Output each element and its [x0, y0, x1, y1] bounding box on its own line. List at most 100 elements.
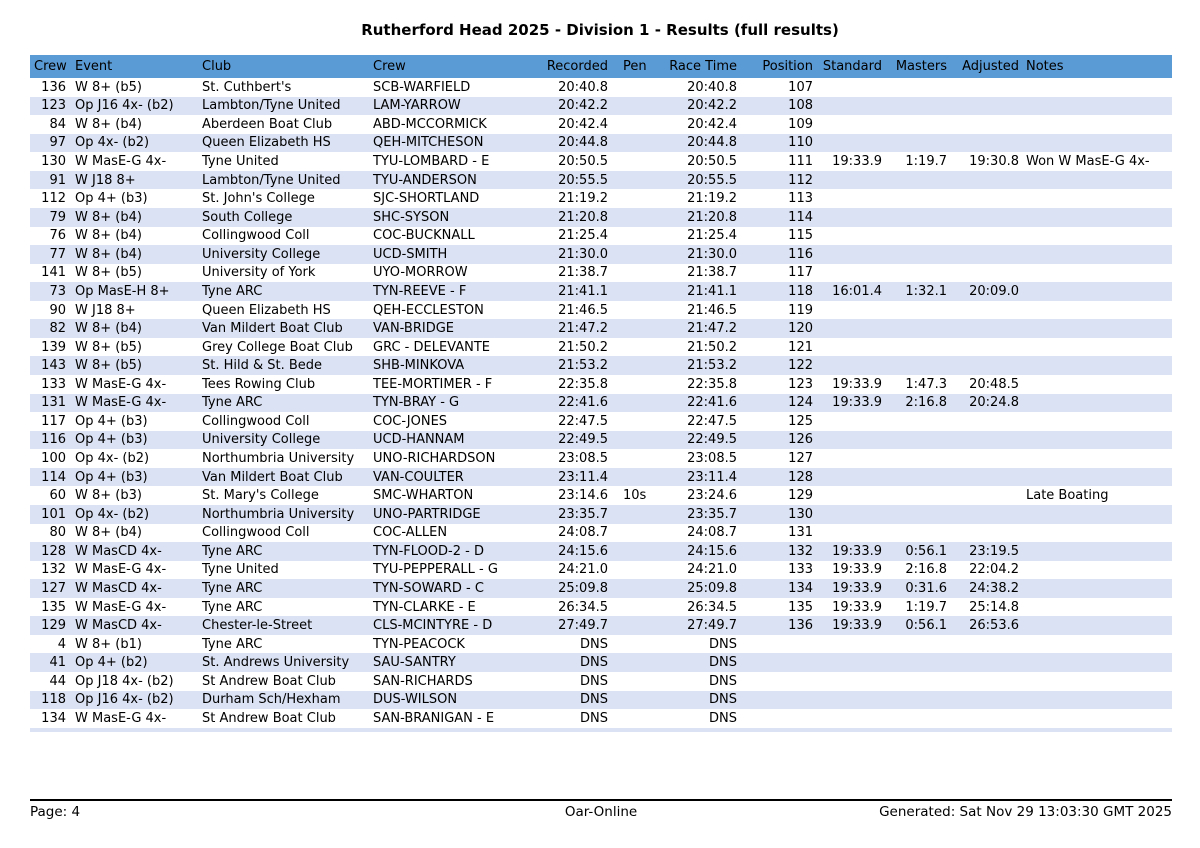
cell-crew: VAN-BRIDGE: [373, 321, 454, 337]
cell-crew_no: 133: [41, 376, 66, 392]
cell-race_time: DNS: [709, 673, 737, 689]
cell-club: Aberdeen Boat Club: [202, 116, 333, 132]
cell-notes: [1022, 338, 1172, 357]
table-row: 82 W 8+ (b4) Van Mildert Boat Club VAN-BRID…: [30, 319, 1172, 338]
cell-standard: [816, 672, 885, 691]
cell-adjusted: [950, 709, 1022, 728]
table-row: 100 Op 4x- (b2) Northumbria University UNO-…: [30, 449, 1172, 468]
cell-masters: [885, 691, 950, 710]
table-row: 131 W MasE-G 4x- Tyne ARC TYN-BRAY - G 22:41…: [30, 393, 1172, 413]
cell-adjusted: [950, 245, 1022, 264]
cell-position: 122: [788, 358, 813, 374]
table-header-row: Crew Event Club Crew Recorded Pen Race Time Pos…: [30, 55, 1172, 78]
cell-masters: 2:16.8: [905, 562, 947, 578]
cell-standard: 16:01.4: [832, 283, 882, 299]
cell-pen: [611, 245, 655, 264]
column-header-standard: Standard: [816, 55, 885, 78]
cell-recorded: 24:08.7: [558, 525, 608, 541]
cell-race_time: 20:55.5: [687, 172, 737, 188]
cell-crew: SHC-SYSON: [373, 209, 450, 225]
cell-standard: 19:33.9: [832, 543, 882, 559]
table-row: 84 W 8+ (b4) Aberdeen Boat Club ABD-MCCORMI…: [30, 115, 1172, 134]
cell-masters: [885, 264, 950, 283]
cell-position: 120: [788, 321, 813, 337]
cell-race_time: 23:35.7: [687, 506, 737, 522]
column-header-notes: Notes: [1022, 55, 1172, 78]
cell-notes: [1022, 245, 1172, 264]
cell-recorded: 23:08.5: [558, 451, 608, 467]
cell-event: Op J16 4x- (b2): [75, 692, 174, 708]
cell-recorded: 21:47.2: [558, 321, 608, 337]
cell-notes: [1022, 97, 1172, 116]
cell-standard: 19:33.9: [832, 580, 882, 596]
table-row: 130 W MasE-G 4x- Tyne United TYU-LOMBARD - …: [30, 152, 1172, 171]
cell-adjusted: [950, 78, 1022, 97]
cell-masters: [885, 227, 950, 246]
cell-crew_no: 97: [49, 135, 66, 151]
table-row: 41 Op 4+ (b2) St. Andrews University SAU-SA…: [30, 653, 1172, 672]
table-row: 60 W 8+ (b3) St. Mary's College SMC-WHARTON…: [30, 486, 1172, 505]
cell-event: Op J18 4x- (b2): [75, 673, 174, 689]
cell-event: W MasE-G 4x-: [75, 599, 167, 615]
cell-notes: [1022, 524, 1172, 543]
cell-race_time: 20:42.2: [687, 98, 737, 114]
cell-pen: [611, 394, 655, 413]
cell-pen: [611, 431, 655, 450]
cell-recorded: 20:40.8: [558, 79, 608, 95]
cell-club: Chester-le-Street: [202, 618, 313, 634]
cell-adjusted: [950, 691, 1022, 710]
table-row: 116 Op 4+ (b3) University College UCD-HANNA…: [30, 430, 1172, 450]
cell-event: W MasE-G 4x-: [75, 376, 167, 392]
cell-adjusted: [950, 524, 1022, 543]
cell-notes: [1022, 301, 1172, 320]
cell-pen: [611, 264, 655, 283]
cell-notes: [1022, 635, 1172, 654]
cell-crew_no: 91: [49, 172, 66, 188]
cell-adjusted: [950, 412, 1022, 431]
cell-standard: [816, 486, 885, 505]
cell-pen: [611, 189, 655, 208]
cell-adjusted: 20:48.5: [969, 376, 1019, 392]
cell-masters: 0:31.6: [905, 580, 947, 596]
cell-crew: SAN-BRANIGAN - E: [373, 710, 495, 726]
cell-standard: [816, 245, 885, 264]
cell-masters: [885, 319, 950, 338]
cell-crew_no: 118: [41, 692, 66, 708]
cell-club: St. Mary's College: [202, 488, 319, 504]
cell-crew: TYU-PEPPERALL - G: [373, 562, 498, 578]
cell-position: 125: [788, 413, 813, 429]
cell-club: Durham Sch/Hexham: [202, 692, 341, 708]
cell-standard: [816, 431, 885, 450]
results-table: Crew Event Club Crew Recorded Pen Race Time Pos…: [30, 55, 1172, 728]
cell-standard: 19:33.9: [832, 395, 882, 411]
cell-crew: TYN-CLARKE - E: [373, 599, 476, 615]
cell-adjusted: 26:53.6: [969, 618, 1019, 634]
table-row: 139 W 8+ (b5) Grey College Boat Club GRC - …: [30, 338, 1172, 357]
cell-event: W 8+ (b5): [75, 358, 142, 374]
cell-standard: [816, 449, 885, 468]
cell-adjusted: [950, 672, 1022, 691]
cell-standard: [816, 635, 885, 654]
cell-masters: [885, 431, 950, 450]
column-header-masters: Masters: [885, 55, 950, 78]
cell-recorded: DNS: [580, 655, 608, 671]
cell-masters: [885, 412, 950, 431]
cell-masters: 2:16.8: [905, 395, 947, 411]
cell-pen: [611, 208, 655, 227]
cell-position: 131: [788, 525, 813, 541]
cell-masters: 1:19.7: [905, 154, 947, 170]
cell-club: St Andrew Boat Club: [202, 673, 336, 689]
table-row: 123 Op J16 4x- (b2) Lambton/Tyne United LAM…: [30, 96, 1172, 116]
cell-masters: [885, 301, 950, 320]
cell-club: Queen Elizabeth HS: [202, 302, 331, 318]
cell-event: Op 4x- (b2): [75, 451, 150, 467]
cell-notes: [1022, 412, 1172, 431]
cell-crew: UNO-RICHARDSON: [373, 451, 496, 467]
cell-notes: [1022, 282, 1172, 301]
cell-crew: TYN-FLOOD-2 - D: [373, 543, 484, 559]
cell-pen: [611, 561, 655, 580]
cell-crew: GRC - DELEVANTE: [373, 339, 491, 355]
cell-adjusted: [950, 319, 1022, 338]
cell-adjusted: [950, 301, 1022, 320]
cell-recorded: 20:44.8: [558, 135, 608, 151]
